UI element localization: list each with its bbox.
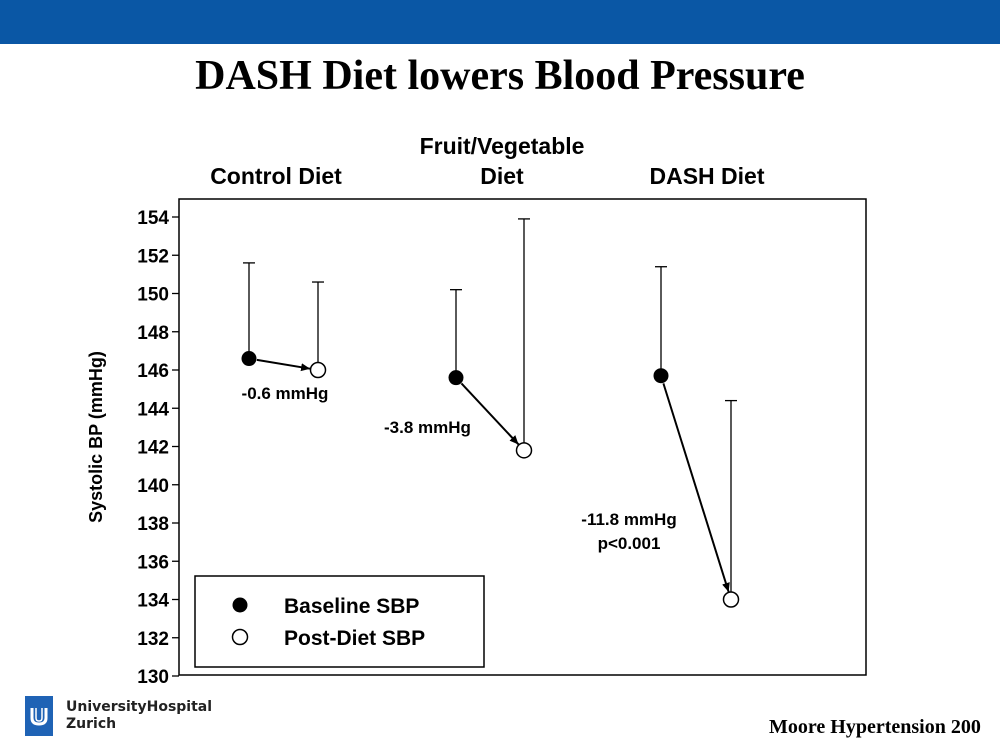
change-label: -0.6 mmHg (242, 384, 329, 403)
change-arrow (256, 358, 311, 372)
legend-box (194, 575, 485, 668)
y-tick-label: 152 (137, 246, 169, 267)
logo-line-1: UniversityHospital (66, 699, 213, 715)
post-point (515, 442, 533, 459)
baseline-point (241, 351, 257, 367)
baseline-point (448, 370, 464, 386)
baseline-point (653, 368, 669, 384)
y-tick-label: 150 (137, 285, 169, 306)
post-point (309, 361, 327, 379)
y-axis: 130 132 134 136 138 140 142 144 146 148 150 152 154 (137, 208, 179, 688)
y-tick-label: 132 (137, 629, 169, 650)
top-banner (0, 0, 1000, 44)
y-tick-label: 144 (137, 399, 169, 420)
y-tick-label: 140 (137, 476, 169, 497)
legend-marker-filled (232, 597, 248, 613)
y-axis-label: Systolic BP (mmHg) (86, 351, 106, 523)
y-tick-label: 136 (137, 552, 169, 573)
post-point (722, 591, 740, 608)
legend-label: Baseline SBP (284, 595, 419, 618)
y-tick-label: 146 (137, 361, 169, 382)
data-marks: -0.6 mmHg -3.8 mmHg -11.8 mmHg p<0.001 (241, 218, 740, 608)
group-header-line: Diet (480, 163, 524, 189)
group-header: Control Diet (210, 163, 342, 189)
logo-text: UniversityHospital Zurich (66, 699, 212, 733)
legend-label: Post-Diet SBP (284, 627, 425, 650)
change-label: -11.8 mmHg (581, 510, 676, 529)
change-arrow (662, 383, 730, 593)
slide-title: DASH Diet lowers Blood Pressure (195, 53, 805, 99)
group-headers: Control Diet Fruit/Vegetable Diet DASH Diet (210, 133, 765, 189)
y-tick-label: 134 (137, 591, 169, 612)
y-tick-label: 148 (137, 323, 169, 344)
change-label: -3.8 mmHg (384, 418, 471, 437)
group-header: DASH Diet (649, 163, 764, 189)
university-hospital-logo-icon (25, 696, 53, 736)
citation: Moore Hypertension 200 (769, 716, 981, 738)
legend: Baseline SBP Post-Diet SBP (194, 575, 485, 668)
y-tick-label: 142 (137, 438, 169, 459)
group-header-line: Fruit/Vegetable (420, 133, 585, 159)
y-tick-label: 130 (137, 667, 169, 688)
p-value-label: p<0.001 (598, 534, 661, 553)
y-tick-label: 154 (137, 208, 169, 229)
logo-line-2: Zurich (66, 716, 117, 732)
legend-marker-open (231, 628, 249, 646)
y-tick-label: 138 (137, 514, 169, 535)
plot-frame (178, 198, 867, 676)
change-arrow (460, 382, 520, 446)
